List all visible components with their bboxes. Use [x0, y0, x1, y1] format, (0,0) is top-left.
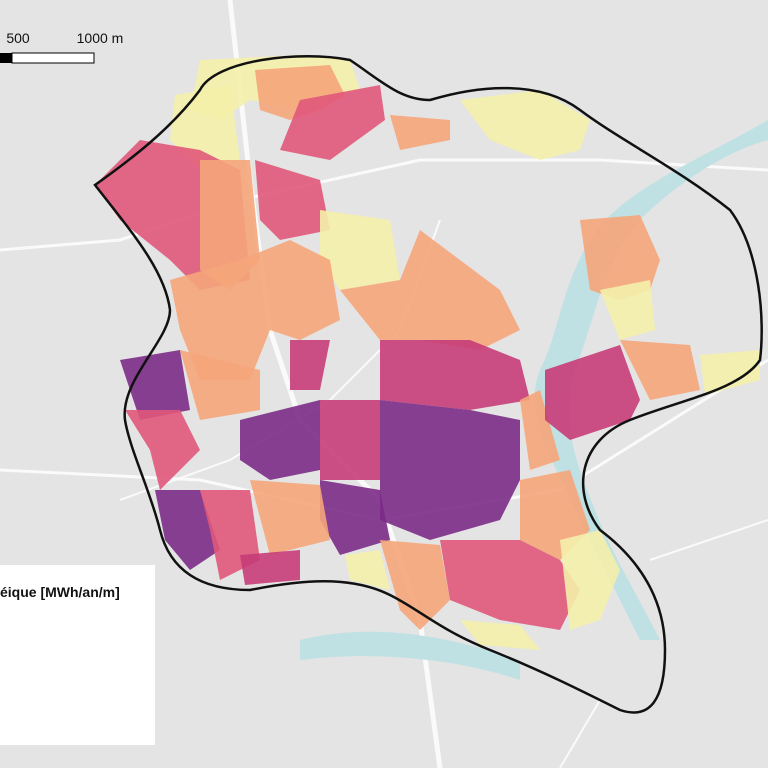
district: [460, 620, 540, 650]
district: [520, 390, 560, 470]
district: [320, 480, 390, 555]
district: [290, 340, 330, 390]
district: [545, 345, 640, 440]
scale-label: 1000 m: [77, 30, 124, 46]
scale-bar: 500 1000 m: [0, 30, 124, 64]
district: [200, 160, 260, 290]
district: [340, 230, 520, 350]
scale-label: 500: [6, 30, 30, 46]
district: [580, 215, 660, 300]
canal: [300, 631, 520, 680]
district: [120, 350, 190, 420]
district: [390, 115, 450, 150]
district: [255, 160, 330, 240]
district: [620, 340, 700, 400]
district: [180, 350, 260, 420]
district: [240, 550, 300, 585]
district: [380, 400, 520, 540]
district: [280, 85, 385, 160]
scale-segment-light: [11, 52, 95, 64]
district: [600, 280, 655, 340]
district: [380, 340, 530, 410]
district: [240, 400, 320, 480]
district: [440, 540, 580, 630]
district: [345, 550, 390, 590]
district: [380, 540, 450, 630]
district: [460, 90, 590, 160]
district: [170, 240, 340, 380]
road: [0, 158, 768, 252]
boundary: [93, 55, 763, 714]
district: [125, 410, 200, 490]
districts: [95, 55, 760, 650]
district: [560, 530, 620, 630]
legend-title: éique [MWh/an/m]: [0, 584, 120, 600]
district: [700, 350, 760, 395]
district: [155, 490, 220, 570]
district: [250, 480, 330, 555]
district: [320, 210, 400, 290]
legend-box: [0, 565, 155, 745]
legend: éique [MWh/an/m]: [0, 565, 155, 745]
district: [320, 400, 380, 480]
scale-segment-dark: [0, 53, 12, 63]
